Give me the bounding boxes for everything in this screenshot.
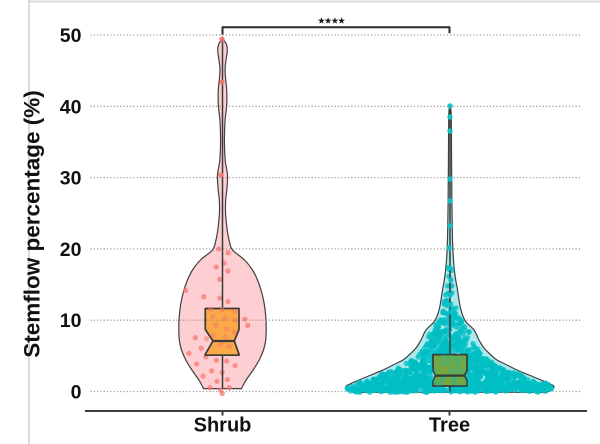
svg-text:0: 0 (71, 382, 82, 404)
svg-text:40: 40 (60, 96, 82, 118)
svg-text:Tree: Tree (429, 415, 470, 437)
svg-text:10: 10 (60, 310, 82, 332)
svg-text:20: 20 (60, 239, 82, 261)
svg-text:Shrub: Shrub (194, 415, 252, 437)
svg-text:Stemflow percentage (%): Stemflow percentage (%) (20, 90, 45, 358)
svg-text:30: 30 (60, 168, 82, 190)
svg-text:50: 50 (60, 25, 82, 47)
